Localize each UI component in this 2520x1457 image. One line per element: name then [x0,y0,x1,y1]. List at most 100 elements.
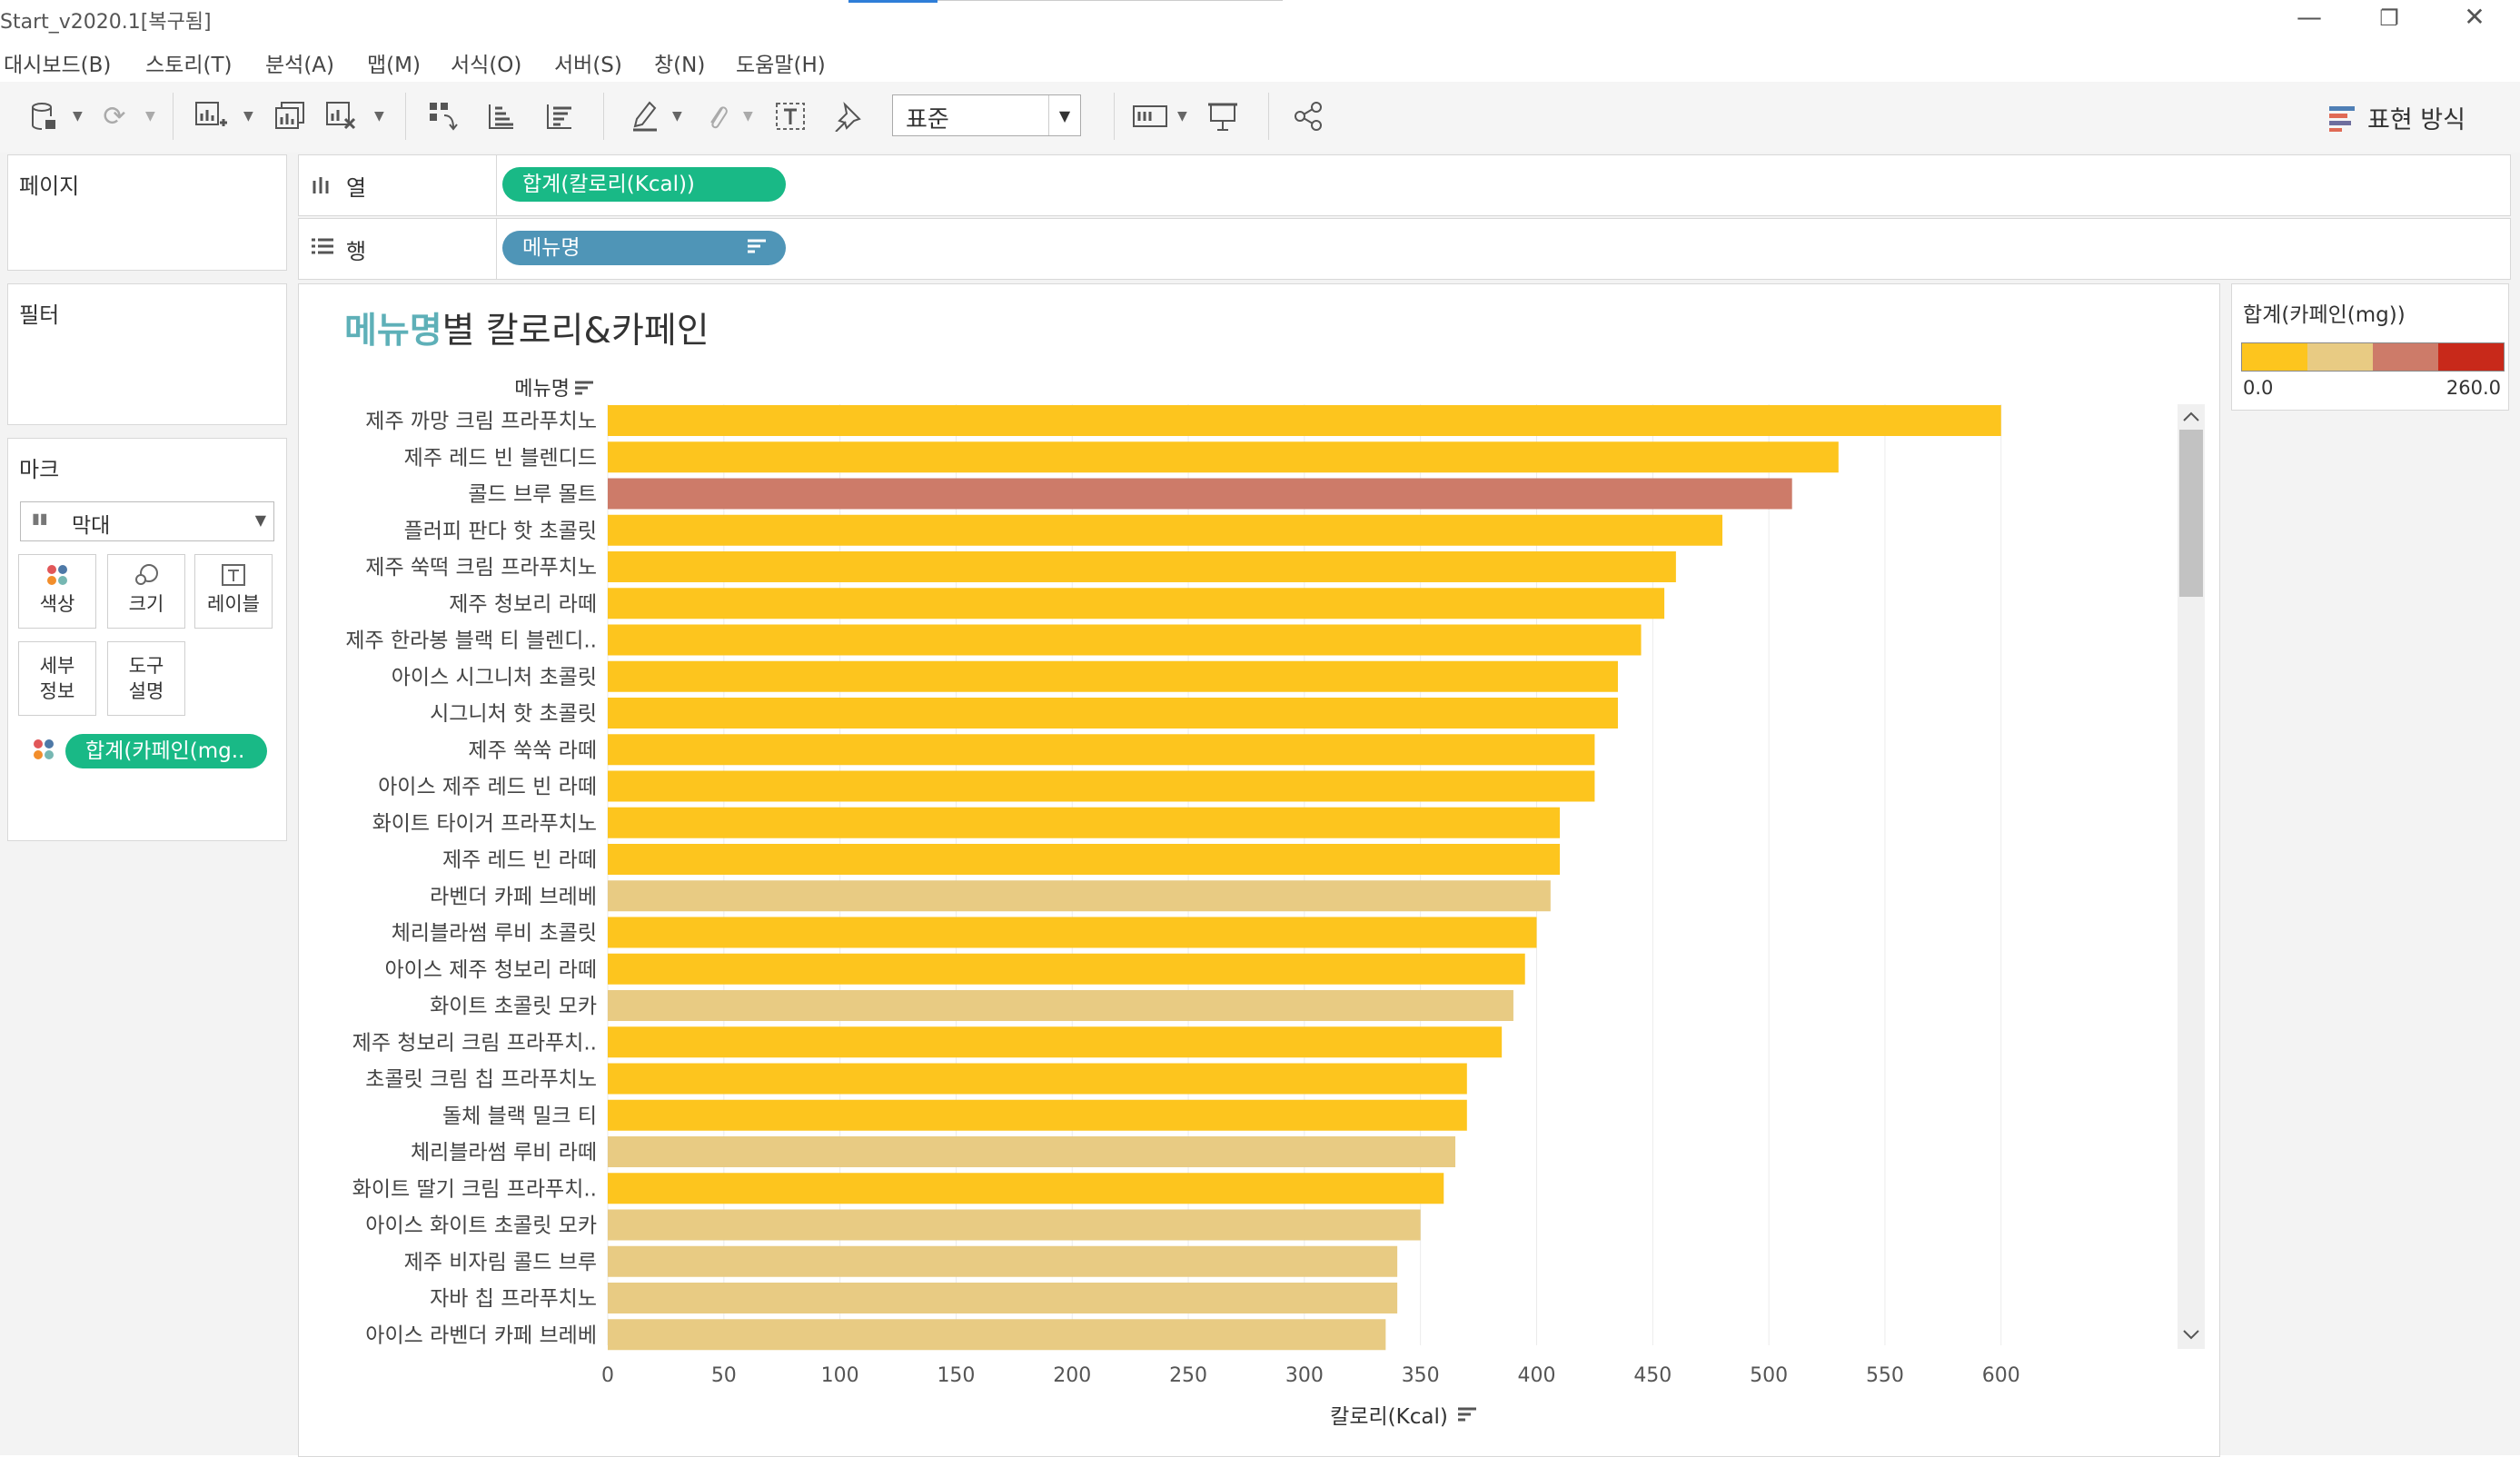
presentation-mode-icon[interactable] [1205,98,1241,134]
category-label: 제주 까망 크림 프라푸치노 [365,410,597,433]
category-label: 콜드 브루 몰트 [468,483,597,507]
share-icon[interactable] [1290,98,1326,134]
close-icon[interactable]: ✕ [2464,2,2485,32]
category-label: 체리블라썸 루비 라떼 [411,1141,597,1165]
legend-max-label: 260.0 [2446,377,2501,399]
category-label: 시그니처 핫 초콜릿 [430,702,597,726]
bar [608,880,1551,912]
show-cards-icon[interactable] [1132,98,1168,134]
refresh-icon[interactable]: ⟳ [103,100,126,133]
category-label: 아이스 제주 레드 빈 라떼 [378,776,597,799]
datasource-dropdown-icon[interactable]: ▼ [73,109,83,124]
color-label: 색상 [39,593,75,615]
color-dots-icon [31,738,56,765]
category-label: 체리블라썸 루비 초콜릿 [392,922,597,946]
window-title: Start_v2020.1[복구됨] [0,11,212,34]
category-label: 아이스 화이트 초콜릿 모카 [365,1214,597,1238]
filters-title: 필터 [19,302,60,328]
show-cards-dropdown-icon[interactable]: ▼ [1177,109,1187,124]
bar [608,1099,1467,1131]
category-label: 화이트 딸기 크림 프라푸치.. [352,1177,597,1201]
sort-ascending-icon[interactable] [483,98,520,134]
highlight-dropdown-icon[interactable]: ▼ [672,109,682,124]
show-me-label: 표현 방식 [2367,106,2465,134]
restore-icon[interactable]: ❐ [2379,5,2399,31]
show-me-button[interactable]: 표현 방식 [2329,100,2465,138]
rows-shelf[interactable]: 행 메뉴명 [298,218,2511,280]
category-label: 제주 쑥쑥 라떼 [468,738,597,762]
bar [608,698,1618,728]
fit-select[interactable]: 표준 ▼ [892,94,1081,136]
color-legend[interactable]: 합계(카페인(mg)) 0.0 260.0 [2231,283,2509,411]
rows-pill-label: 메뉴명 [522,236,580,260]
datasource-icon[interactable] [25,98,62,134]
menu-server[interactable]: 서버(S) [554,54,622,77]
chevron-down-icon: ▼ [254,511,266,529]
tab-accent [848,0,938,3]
menu-story[interactable]: 스토리(T) [145,54,233,77]
mark-type-value: 막대 [72,514,111,538]
group-members-icon[interactable] [699,98,736,134]
mark-type-select[interactable]: ▮▮ 막대 ▼ [20,501,274,541]
bar [608,807,1561,838]
label-button[interactable]: 레이블 [194,554,273,629]
detail-label-line1: 세부 [39,655,75,677]
size-button[interactable]: 크기 [107,554,185,629]
scrollbar-thumb [2179,430,2203,597]
menu-help[interactable]: 도움말(H) [736,54,826,77]
x-tick-label: 100 [821,1364,859,1387]
scroll-down-icon [2183,1330,2199,1340]
legend-step [2242,343,2307,371]
detail-label-line2: 정보 [39,680,75,702]
swap-rows-columns-icon[interactable] [425,98,461,134]
highlight-icon[interactable] [627,98,663,134]
clear-sheet-dropdown-icon[interactable]: ▼ [374,109,384,124]
x-tick-label: 600 [1982,1364,2020,1387]
category-label: 제주 쑥떡 크림 프라푸치노 [365,556,597,580]
tooltip-button[interactable]: 도구 설명 [107,641,185,716]
menu-map[interactable]: 맵(M) [367,54,421,77]
refresh-dropdown-icon[interactable]: ▼ [145,109,155,124]
pin-axes-icon[interactable] [830,98,867,134]
label-label: 레이블 [207,593,260,615]
rows-pill[interactable]: 메뉴명 [502,231,786,265]
toolbar-separator [405,93,406,140]
duplicate-sheet-icon[interactable] [273,98,309,134]
group-dropdown-icon[interactable]: ▼ [743,109,753,124]
bar [608,1209,1421,1241]
minimize-icon[interactable]: — [2297,2,2322,32]
new-sheet-dropdown-icon[interactable]: ▼ [243,109,253,124]
columns-shelf[interactable]: 열 합계(칼로리(Kcal)) [298,154,2511,216]
x-tick-label: 400 [1518,1364,1556,1387]
x-tick-label: 0 [601,1364,614,1387]
color-field-pill[interactable]: 합계(카페인(mg.. [65,734,267,768]
filters-card[interactable]: 필터 [7,283,287,425]
bar-chart-icon: ▮▮ [32,510,48,527]
label-text-icon [195,562,272,590]
detail-button[interactable]: 세부 정보 [18,641,96,716]
row-header-label: 메뉴명 [514,378,570,401]
chart-title-rest: 별 칼로리&카페인 [441,311,709,352]
show-mark-labels-icon[interactable] [772,98,809,134]
toolbar-separator [603,93,604,140]
columns-pill[interactable]: 합계(칼로리(Kcal)) [502,167,786,202]
color-button[interactable]: 색상 [18,554,96,629]
category-label: 아이스 라벤더 카페 브레베 [365,1323,597,1347]
menu-dashboard[interactable]: 대시보드(B) [4,54,112,77]
pages-card[interactable]: 페이지 [7,154,287,271]
bar [608,660,1618,692]
sort-descending-icon[interactable] [541,98,578,134]
bar [608,588,1665,619]
bar [608,1026,1503,1058]
menu-analysis[interactable]: 분석(A) [265,54,335,77]
new-sheet-icon[interactable] [193,98,229,134]
color-dots-icon [19,562,95,590]
bar [608,551,1676,582]
category-label: 자바 칩 프라푸치노 [430,1287,597,1311]
bar [608,1136,1456,1167]
legend-step [2373,343,2438,371]
menu-window[interactable]: 창(N) [654,54,706,77]
menu-format[interactable]: 서식(O) [451,54,522,77]
clear-sheet-icon[interactable] [323,98,360,134]
marks-card: 마크 [7,438,287,841]
